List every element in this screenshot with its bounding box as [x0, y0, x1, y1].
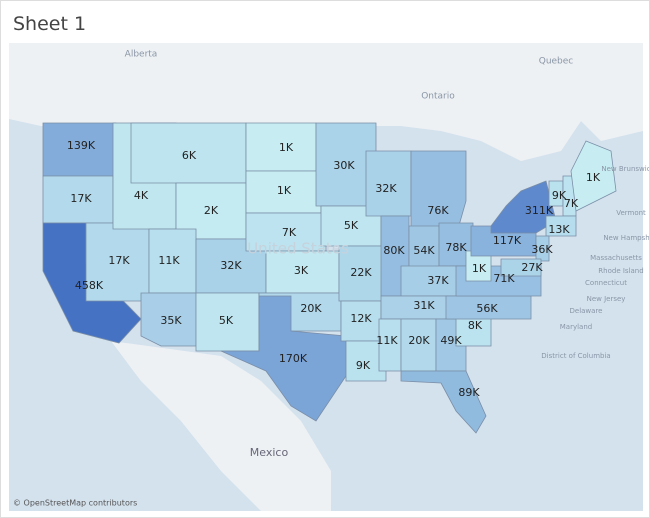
- value-label: 7K: [564, 197, 579, 210]
- state: [570, 140, 617, 212]
- place-label: New Hampshire: [603, 234, 650, 242]
- value-label: 170K: [279, 352, 308, 365]
- value-label: 76K: [427, 204, 449, 217]
- value-label: 1K: [279, 141, 294, 154]
- value-label: 49K: [440, 334, 462, 347]
- attribution: © OpenStreetMap contributors: [13, 499, 137, 508]
- place-label: Alberta: [125, 50, 158, 60]
- place-label: New Jersey: [587, 295, 626, 303]
- value-label: 71K: [493, 272, 515, 285]
- value-label: 20K: [300, 302, 322, 315]
- value-label: 139K: [67, 139, 96, 152]
- value-label: 80K: [383, 244, 405, 257]
- value-label: 22K: [350, 266, 372, 279]
- state: [140, 292, 197, 347]
- state: [345, 340, 387, 382]
- value-label: 35K: [160, 314, 182, 327]
- value-label: 5K: [219, 314, 234, 327]
- value-label: 20K: [408, 334, 430, 347]
- mexico: [111, 341, 331, 511]
- canada: [9, 43, 643, 161]
- value-label: 37K: [427, 274, 449, 287]
- place-label: Ontario: [421, 92, 455, 102]
- value-label: 13K: [548, 223, 570, 236]
- value-label: 27K: [521, 261, 543, 274]
- value-label: 17K: [70, 192, 92, 205]
- value-label: 311K: [525, 204, 554, 217]
- place-label: Massachusetts: [590, 254, 642, 262]
- value-label: 3K: [294, 264, 309, 277]
- value-label: 7K: [282, 226, 297, 239]
- value-label: 9K: [552, 189, 567, 202]
- value-label: 5K: [344, 219, 359, 232]
- value-label: 54K: [413, 244, 435, 257]
- value-label: 30K: [333, 159, 355, 172]
- place-label: Delaware: [570, 307, 603, 315]
- place-label: New Brunswick: [601, 165, 650, 173]
- place-label: Quebec: [539, 57, 574, 67]
- value-label: 458K: [75, 279, 104, 292]
- value-label: 1K: [586, 171, 601, 184]
- place-label: Mexico: [250, 446, 289, 459]
- place-label: Connecticut: [585, 279, 627, 287]
- state: [500, 258, 542, 277]
- state: [535, 235, 550, 262]
- value-label: 6K: [182, 149, 197, 162]
- value-label: 78K: [445, 241, 467, 254]
- state: [400, 370, 487, 434]
- state: [220, 295, 347, 422]
- place-label: Vermont: [616, 209, 646, 217]
- value-label: 12K: [350, 312, 372, 325]
- value-label: 36K: [531, 243, 553, 256]
- value-label: 9K: [356, 359, 371, 372]
- sheet-title: Sheet 1: [13, 13, 87, 35]
- place-label: District of Columbia: [541, 352, 610, 360]
- value-label: 56K: [476, 302, 498, 315]
- value-label: 32K: [220, 259, 242, 272]
- value-label: 4K: [134, 189, 149, 202]
- place-label: Maryland: [560, 323, 592, 331]
- value-label: 2K: [204, 204, 219, 217]
- state: [410, 150, 467, 237]
- value-label: 11K: [158, 254, 180, 267]
- value-label: 31K: [413, 299, 435, 312]
- place-label: Rhode Island: [598, 267, 643, 275]
- value-label: 8K: [468, 319, 483, 332]
- value-label: 11K: [376, 334, 398, 347]
- place-label: United States: [247, 240, 349, 258]
- value-label: 1K: [277, 184, 292, 197]
- value-label: 17K: [108, 254, 130, 267]
- state: [545, 215, 577, 237]
- value-label: 117K: [493, 234, 522, 247]
- value-label: 1K: [472, 262, 487, 275]
- value-label: 32K: [375, 182, 397, 195]
- value-label: 89K: [458, 386, 480, 399]
